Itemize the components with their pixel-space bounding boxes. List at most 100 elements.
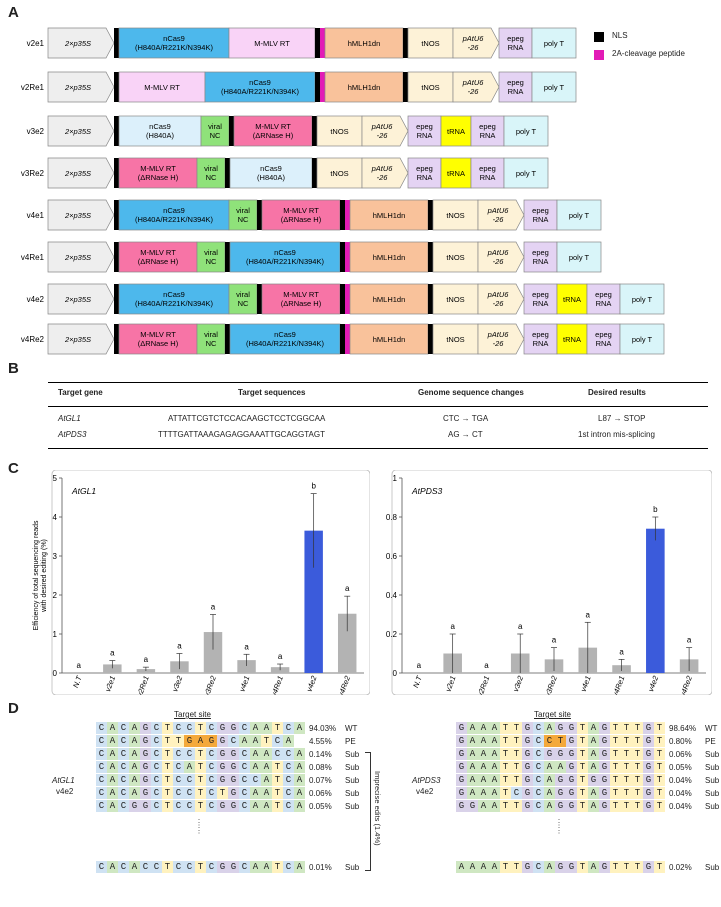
- base: G: [544, 748, 555, 760]
- epeg-block: [407, 115, 442, 147]
- polyt-block: [531, 27, 577, 59]
- x-tick-label: N.T: [71, 673, 84, 689]
- base: C: [206, 722, 217, 734]
- x-tick-label: v2e1: [444, 675, 458, 693]
- base: A: [107, 761, 118, 773]
- read-percentage: 98.64%: [669, 724, 697, 733]
- block-label: pAtU6: [487, 248, 510, 257]
- mmlvd-block: [233, 115, 313, 147]
- base: A: [107, 722, 118, 734]
- base: T: [500, 761, 511, 773]
- mmlv-block: [118, 71, 206, 103]
- epeg-block: [407, 157, 442, 189]
- sig-letter: a: [450, 622, 455, 631]
- nls-block: [315, 72, 320, 102]
- panel-letter-d: D: [8, 700, 19, 717]
- epeg-block: [523, 323, 558, 355]
- construct-label: v2e1: [27, 39, 45, 48]
- read-percentage: 0.05%: [669, 763, 692, 772]
- base: A: [544, 761, 555, 773]
- base: C: [151, 722, 162, 734]
- base: A: [129, 748, 140, 760]
- base: C: [283, 761, 294, 773]
- x-tick-label: v4e1: [237, 675, 251, 693]
- base: G: [228, 800, 239, 812]
- base: T: [195, 722, 206, 734]
- read-percentage: 0.04%: [669, 776, 692, 785]
- x-tick-label: v2Re1: [475, 675, 491, 695]
- construct-v4e1: v4e1 2×p35S nCas9(H840A/R221K/N394K) viralN…: [27, 199, 602, 231]
- sig-letter: a: [211, 603, 216, 612]
- base: T: [162, 787, 173, 799]
- base: G: [522, 800, 533, 812]
- nls-block: [312, 116, 317, 146]
- base: T: [272, 861, 283, 873]
- alignment-atgl1: AtGL1 v4e2 Target site C A C A G C T C C T C G G C A A T C A 9…: [0, 710, 382, 900]
- base: A: [107, 861, 118, 873]
- row-gene: AtGL1: [58, 414, 81, 423]
- block-label: RNA: [596, 299, 612, 308]
- base: G: [217, 748, 228, 760]
- chart-atpds3: 0 0.2 0.4 0.6 0.8 1 AtPDS3 a N.T a v2e1 a v2Re1 a v3e2…: [386, 470, 712, 695]
- block-label: hMLH1dn: [373, 253, 406, 262]
- read-percentage: 4.55%: [309, 737, 332, 746]
- base: A: [467, 735, 478, 747]
- read-type: Sub: [705, 802, 720, 811]
- header-genome-changes: Genome sequence changes: [418, 388, 524, 397]
- block-label: epeg: [595, 290, 612, 299]
- x-tick-label: v4e1: [579, 675, 593, 693]
- base: C: [173, 800, 184, 812]
- block-label: tNOS: [446, 335, 464, 344]
- block-label: NC: [238, 215, 249, 224]
- base: G: [566, 800, 577, 812]
- construct-label: v3Re2: [21, 169, 45, 178]
- base: C: [151, 774, 162, 786]
- base: A: [294, 800, 305, 812]
- x-tick-label: v3e2: [511, 674, 525, 693]
- block-label: poly T: [632, 295, 653, 304]
- base: T: [621, 861, 632, 873]
- y-tick-label: 5: [53, 474, 58, 483]
- epeg-block: [498, 27, 533, 59]
- x-tick-label: v4Re1: [611, 675, 627, 695]
- base: G: [140, 787, 151, 799]
- sig-letter: a: [77, 661, 82, 670]
- read-percentage: 0.07%: [309, 776, 332, 785]
- alignment-gene-label: AtPDS3: [412, 776, 441, 785]
- row-sequence: ATTATTCGTCTCCACAAGCTCCTCGGCAA: [168, 414, 326, 423]
- base: A: [489, 861, 500, 873]
- base: C: [184, 748, 195, 760]
- base: T: [555, 735, 566, 747]
- construct-v4e2: v4e2 2×p35S nCas9(H840A/R221K/N394K) viralN…: [27, 283, 665, 315]
- nls-block: [114, 200, 119, 230]
- base: C: [206, 761, 217, 773]
- row-change: CTC → TGA: [443, 414, 489, 423]
- read-type: Sub: [345, 750, 360, 759]
- base: C: [151, 748, 162, 760]
- base: T: [654, 761, 665, 773]
- block-label: poly T: [516, 127, 537, 136]
- base: A: [250, 748, 261, 760]
- block-label: RNA: [417, 131, 433, 140]
- mmlv-block: [228, 27, 316, 59]
- base: C: [533, 761, 544, 773]
- alignment-construct-label: v4e2: [56, 787, 74, 796]
- base: T: [577, 748, 588, 760]
- base: A: [250, 761, 261, 773]
- base: G: [140, 774, 151, 786]
- block-label: pAtU6: [371, 164, 394, 173]
- base: T: [654, 748, 665, 760]
- block-label: poly T: [516, 169, 537, 178]
- base: C: [118, 748, 129, 760]
- read-type: Sub: [345, 802, 360, 811]
- y-tick-label: 2: [53, 591, 58, 600]
- base: A: [129, 761, 140, 773]
- cas-block: [229, 323, 341, 355]
- base: T: [610, 861, 621, 873]
- sig-letter: a: [177, 642, 182, 651]
